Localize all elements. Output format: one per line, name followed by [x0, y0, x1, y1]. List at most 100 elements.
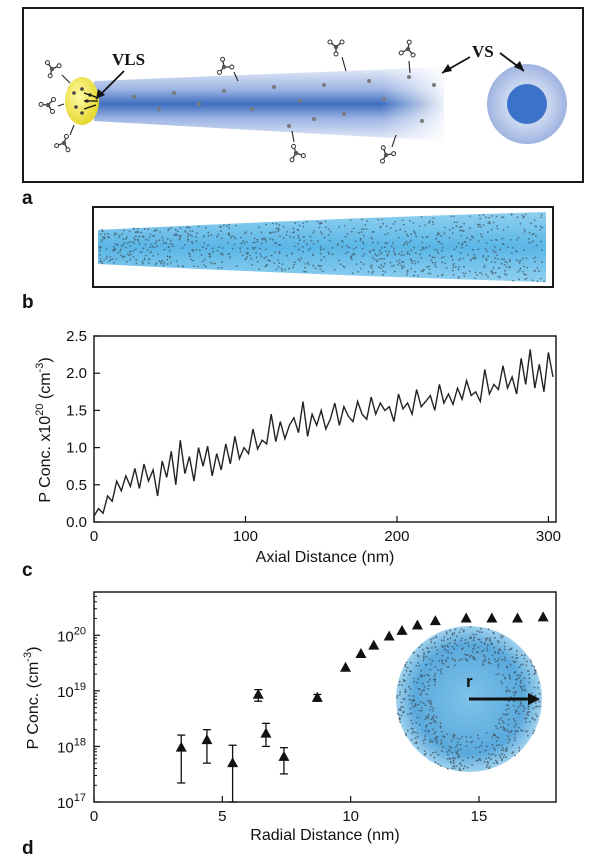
inset-atom [412, 698, 415, 701]
sim-atom [530, 222, 532, 225]
inset-atom [479, 759, 482, 762]
sim-atom [299, 239, 301, 241]
sim-atom [535, 225, 537, 228]
inset-atom [428, 658, 431, 660]
inset-atom [410, 702, 413, 705]
sim-atom [518, 262, 521, 264]
chart-d-point [260, 727, 272, 738]
inset-atom [422, 659, 425, 661]
sim-atom [327, 234, 330, 236]
sim-atom [300, 257, 303, 260]
inset-atom [492, 733, 495, 736]
sim-atom [435, 237, 438, 240]
inset-atom [427, 717, 429, 720]
inset-atom [456, 741, 459, 743]
inset-atom [425, 663, 427, 666]
precursor-molecule [284, 141, 307, 163]
inset-atom [443, 636, 446, 638]
sim-atom [339, 263, 342, 265]
sim-atom [396, 260, 398, 262]
inset-atom [511, 752, 514, 755]
precursor-molecule [398, 38, 419, 58]
inset-atom [435, 742, 438, 744]
sim-atom [536, 267, 539, 269]
sim-atom [519, 267, 522, 270]
inset-atom [483, 642, 486, 644]
sim-atom [541, 226, 544, 229]
inset-atom [488, 661, 491, 663]
sim-atom [269, 259, 271, 262]
sim-atom [319, 268, 322, 270]
inset-atom [440, 743, 443, 745]
sim-atom [135, 262, 138, 264]
inset-atom [534, 669, 537, 672]
inset-atom [402, 711, 404, 714]
chart-d-point [368, 639, 380, 650]
sim-atom [522, 257, 524, 260]
sim-atom [342, 265, 345, 268]
inset-atom [497, 652, 500, 655]
inset-atom [468, 637, 471, 640]
sim-atom [456, 221, 459, 223]
vls-arrowhead [96, 89, 105, 99]
inset-atom [495, 660, 497, 663]
inset-atom [434, 751, 437, 754]
sim-atom [303, 270, 305, 273]
sim-atom [431, 256, 434, 259]
inset-atom [439, 725, 442, 728]
chart-d-point [175, 741, 187, 752]
sim-atom [185, 226, 188, 229]
inset-atom [418, 646, 421, 649]
inset-atom [417, 746, 419, 749]
sim-atom [297, 242, 300, 245]
inset-atom [406, 666, 409, 669]
inset-atom [487, 756, 490, 759]
sim-atom [203, 235, 205, 238]
inset-atom [501, 719, 504, 722]
sim-atom [170, 227, 173, 229]
sim-atom [501, 216, 503, 219]
inset-atom [478, 631, 481, 633]
inset-atom [507, 741, 510, 744]
inset-atom [400, 706, 403, 708]
sim-atom [499, 248, 501, 251]
sim-atom [149, 233, 152, 236]
inset-atom [409, 712, 412, 715]
sim-atom [167, 228, 170, 230]
sim-atom [191, 235, 193, 237]
sim-atom [163, 249, 166, 251]
sim-atom [252, 248, 255, 251]
inset-atom [536, 715, 538, 718]
sim-atom [246, 247, 249, 250]
sim-atom [433, 263, 436, 266]
sim-atom [377, 266, 380, 268]
sim-atom [535, 234, 537, 237]
sim-atom [401, 261, 403, 264]
sim-atom [117, 252, 119, 254]
sim-atom [451, 232, 454, 234]
sim-atom [255, 251, 257, 254]
sim-atom [464, 272, 467, 275]
inset-atom [432, 720, 435, 723]
sim-atom [116, 243, 119, 246]
sim-atom [414, 232, 417, 235]
inset-atom [515, 690, 517, 693]
inset-atom [470, 741, 472, 744]
inset-atom [471, 764, 473, 766]
inset-atom [517, 730, 519, 733]
sim-atom [489, 222, 491, 225]
sim-atom [267, 259, 270, 262]
inset-atom [519, 701, 522, 703]
sim-atom [292, 266, 294, 269]
sim-atom [228, 223, 230, 226]
inset-atom [500, 680, 502, 683]
inset-atom [427, 700, 429, 703]
sim-atom [152, 255, 155, 257]
sim-atom [530, 241, 532, 244]
inset-atom [420, 701, 422, 703]
sim-atom [413, 260, 416, 263]
sim-atom [533, 269, 536, 272]
inset-atom [507, 731, 510, 733]
inset-atom [534, 719, 536, 721]
sim-atom [319, 223, 321, 225]
